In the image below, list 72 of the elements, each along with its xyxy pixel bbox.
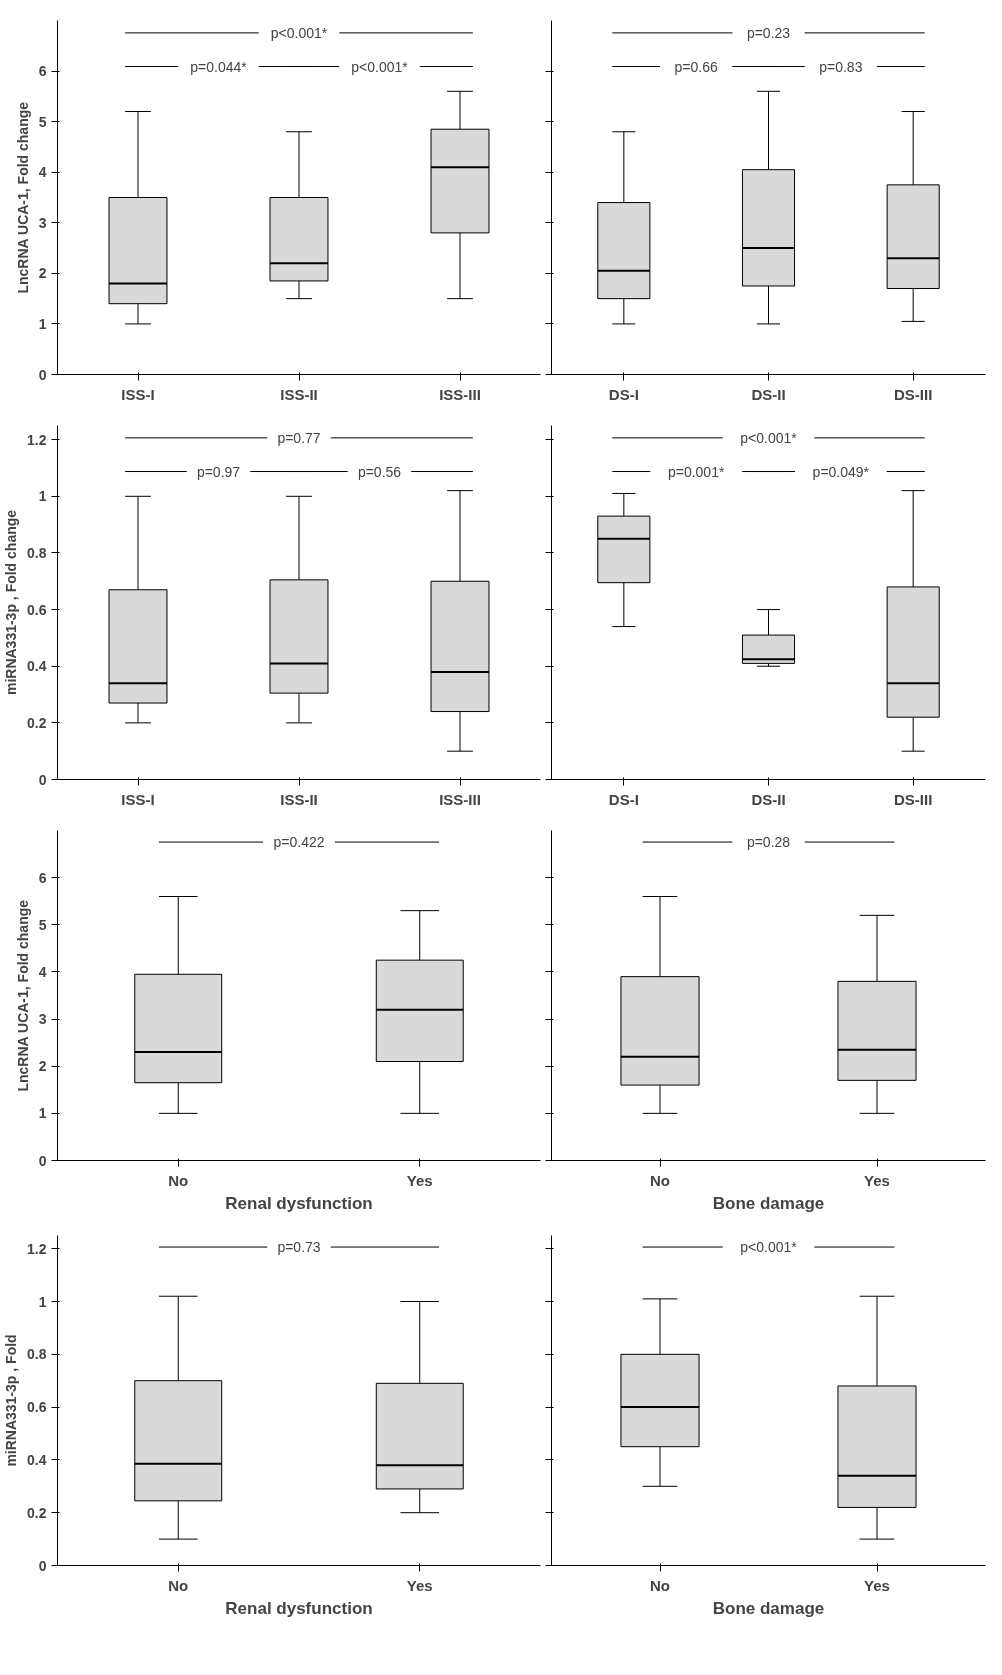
x-axis-title: Renal dysfunction bbox=[225, 1598, 373, 1618]
x-tick-label: Yes bbox=[864, 1576, 890, 1594]
y-tick-label: 1 bbox=[38, 1105, 47, 1122]
x-axis-title: Bone damage bbox=[712, 1598, 825, 1618]
y-tick-label: 6 bbox=[38, 63, 47, 80]
y-tick-label: 0 bbox=[38, 1557, 47, 1574]
x-tick-label: Yes bbox=[406, 1171, 433, 1189]
y-tick-label: 6 bbox=[38, 869, 47, 886]
x-tick-label: ISS-III bbox=[439, 790, 481, 808]
x-tick-label: DS-III bbox=[894, 385, 933, 403]
annotation: p=0.56 bbox=[357, 463, 402, 480]
annotation: p=0.97 bbox=[196, 463, 241, 480]
annotation: p<0.001* bbox=[270, 24, 328, 41]
x-tick-label: No bbox=[650, 1171, 670, 1189]
y-tick-label: 1 bbox=[38, 315, 47, 332]
y-tick-label: 0.8 bbox=[27, 544, 47, 561]
x-tick-label: ISS-II bbox=[280, 790, 318, 808]
annotation: p<0.001* bbox=[740, 429, 798, 446]
y-tick-label: 3 bbox=[38, 214, 47, 231]
y-tick-label: 1 bbox=[38, 488, 47, 505]
y-tick-label: 2 bbox=[38, 1058, 47, 1075]
x-tick-label: No bbox=[650, 1576, 670, 1594]
annotation: p<0.001* bbox=[351, 58, 409, 75]
y-tick-label: 0 bbox=[38, 1152, 47, 1169]
y-tick-label: 1.2 bbox=[27, 431, 47, 448]
annotation: p=0.28 bbox=[746, 834, 791, 851]
x-tick-label: DS-III bbox=[894, 790, 933, 808]
y-tick-label: 2 bbox=[38, 265, 47, 282]
annotation: p=0.73 bbox=[277, 1239, 321, 1256]
x-tick-label: DS-I bbox=[608, 790, 639, 808]
x-tick-label: No bbox=[168, 1171, 189, 1189]
x-axis-title: Bone damage bbox=[712, 1193, 825, 1213]
y-tick-label: 0.4 bbox=[27, 1451, 47, 1468]
x-axis-title: Renal dysfunction bbox=[225, 1193, 373, 1213]
x-tick-label: DS-I bbox=[608, 385, 639, 403]
x-tick-label: ISS-I bbox=[121, 790, 155, 808]
x-tick-label: DS-II bbox=[751, 385, 786, 403]
y-tick-label: 0.6 bbox=[27, 1399, 47, 1416]
annotation: p=0.001* bbox=[667, 463, 725, 480]
x-tick-label: DS-II bbox=[751, 790, 786, 808]
y-tick-label: 0 bbox=[38, 771, 47, 788]
x-tick-label: Yes bbox=[406, 1576, 433, 1594]
y-tick-label: 1 bbox=[38, 1293, 47, 1310]
y-tick-label: 3 bbox=[38, 1011, 47, 1028]
annotation: p=0.83 bbox=[819, 58, 863, 75]
annotation: p<0.001* bbox=[740, 1239, 798, 1256]
y-tick-label: 4 bbox=[38, 963, 47, 980]
y-tick-label: 0.2 bbox=[27, 1504, 47, 1521]
y-tick-label: 0.2 bbox=[27, 714, 47, 731]
annotation: p=0.23 bbox=[746, 24, 791, 41]
x-tick-label: ISS-II bbox=[280, 385, 318, 403]
y-axis-title: miRNA331-3p , Fold bbox=[3, 1334, 20, 1467]
y-tick-label: 5 bbox=[38, 113, 47, 130]
y-tick-label: 1.2 bbox=[27, 1240, 47, 1257]
y-tick-label: 5 bbox=[38, 916, 47, 933]
annotation: p=0.66 bbox=[674, 58, 718, 75]
annotation: p=0.049* bbox=[812, 463, 870, 480]
y-tick-label: 0.4 bbox=[27, 658, 47, 675]
y-tick-label: 4 bbox=[38, 164, 47, 181]
y-tick-label: 0.6 bbox=[27, 601, 47, 618]
annotation: p=0.044* bbox=[190, 58, 248, 75]
y-axis-title: LncRNA UCA-1, Fold change bbox=[14, 899, 31, 1092]
annotation: p=0.422 bbox=[273, 834, 325, 851]
x-tick-label: ISS-I bbox=[121, 385, 155, 403]
annotation: p=0.77 bbox=[277, 429, 321, 446]
y-axis-title: LncRNA UCA-1, Fold change bbox=[14, 101, 31, 294]
y-tick-label: 0.8 bbox=[27, 1346, 47, 1363]
x-tick-label: No bbox=[168, 1576, 189, 1594]
y-axis-title: miRNA331-3p , Fold change bbox=[3, 509, 20, 696]
x-tick-label: Yes bbox=[864, 1171, 890, 1189]
x-tick-label: ISS-III bbox=[439, 385, 481, 403]
y-tick-label: 0 bbox=[38, 366, 47, 383]
